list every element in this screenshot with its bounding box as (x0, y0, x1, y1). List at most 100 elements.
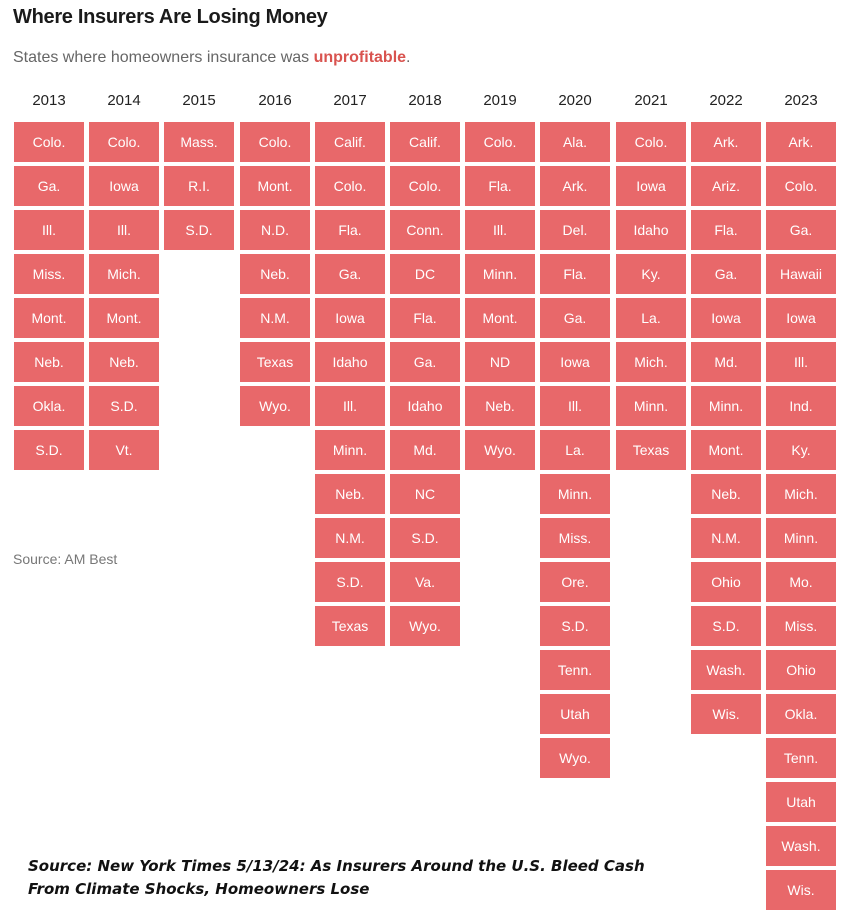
state-cell: Wyo. (540, 738, 610, 778)
state-cell: Miss. (14, 254, 84, 294)
year-label-2023: 2023 (784, 92, 818, 109)
state-cell: La. (540, 430, 610, 470)
state-cell: Texas (315, 606, 385, 646)
year-label-2018: 2018 (408, 92, 442, 109)
subtitle-prefix: States where homeowners insurance was (13, 49, 314, 66)
year-label-2019: 2019 (483, 92, 517, 109)
state-cell: Iowa (616, 166, 686, 206)
state-cell: S.D. (14, 430, 84, 470)
state-cell: Tenn. (540, 650, 610, 690)
state-cell: Colo. (465, 122, 535, 162)
state-cell: Ill. (766, 342, 836, 382)
state-cell: Calif. (315, 122, 385, 162)
state-cell: Mont. (465, 298, 535, 338)
state-cell: Iowa (766, 298, 836, 338)
state-cell: NC (390, 474, 460, 514)
state-cell: Ky. (766, 430, 836, 470)
state-cell: Mass. (164, 122, 234, 162)
state-cell: Iowa (691, 298, 761, 338)
state-cell: Mich. (766, 474, 836, 514)
state-cell: Iowa (540, 342, 610, 382)
state-cell: Colo. (390, 166, 460, 206)
state-cell: S.D. (315, 562, 385, 602)
state-cell: Ala. (540, 122, 610, 162)
state-cell: Minn. (766, 518, 836, 558)
year-label-2015: 2015 (182, 92, 216, 109)
state-cell: Texas (616, 430, 686, 470)
state-cell: ND (465, 342, 535, 382)
state-cell: Iowa (315, 298, 385, 338)
state-cell: Ohio (691, 562, 761, 602)
state-cell: Ga. (691, 254, 761, 294)
state-cell: Ga. (766, 210, 836, 250)
state-cell: Ore. (540, 562, 610, 602)
state-cell: Colo. (766, 166, 836, 206)
chart-title: Where Insurers Are Losing Money (13, 6, 328, 28)
state-cell: Fla. (540, 254, 610, 294)
state-cell: Colo. (89, 122, 159, 162)
state-cell: R.I. (164, 166, 234, 206)
state-cell: N.M. (240, 298, 310, 338)
state-cell: N.M. (315, 518, 385, 558)
state-cell: S.D. (390, 518, 460, 558)
state-cell: Fla. (390, 298, 460, 338)
state-cell: S.D. (89, 386, 159, 426)
state-cell: Wyo. (390, 606, 460, 646)
chart-subtitle: States where homeowners insurance was un… (13, 49, 410, 67)
state-cell: Texas (240, 342, 310, 382)
state-cell: Minn. (691, 386, 761, 426)
state-cell: Utah (766, 782, 836, 822)
year-label-2017: 2017 (333, 92, 367, 109)
state-cell: Ill. (89, 210, 159, 250)
state-cell: Mont. (691, 430, 761, 470)
state-cell: Mich. (89, 254, 159, 294)
year-label-2016: 2016 (258, 92, 292, 109)
state-cell: Ga. (390, 342, 460, 382)
state-cell: S.D. (691, 606, 761, 646)
state-cell: Wash. (691, 650, 761, 690)
state-cell: Idaho (616, 210, 686, 250)
state-cell: Neb. (465, 386, 535, 426)
state-cell: Mo. (766, 562, 836, 602)
state-cell: DC (390, 254, 460, 294)
state-cell: S.D. (540, 606, 610, 646)
state-cell: Mont. (14, 298, 84, 338)
state-cell: Ariz. (691, 166, 761, 206)
subtitle-highlight: unprofitable (313, 49, 407, 66)
state-cell: Neb. (14, 342, 84, 382)
state-cell: Ga. (540, 298, 610, 338)
state-cell: Fla. (315, 210, 385, 250)
state-cell: Miss. (766, 606, 836, 646)
state-cell: Ill. (315, 386, 385, 426)
state-cell: Neb. (89, 342, 159, 382)
state-cell: Conn. (390, 210, 460, 250)
state-cell: Idaho (390, 386, 460, 426)
state-cell: Wyo. (240, 386, 310, 426)
state-cell: Mont. (240, 166, 310, 206)
state-cell: Va. (390, 562, 460, 602)
state-cell: Tenn. (766, 738, 836, 778)
state-cell: Iowa (89, 166, 159, 206)
state-cell: Colo. (14, 122, 84, 162)
year-label-2014: 2014 (107, 92, 141, 109)
state-cell: Ark. (540, 166, 610, 206)
state-cell: Ark. (766, 122, 836, 162)
state-cell: Miss. (540, 518, 610, 558)
state-cell: Wis. (766, 870, 836, 910)
state-cell: Fla. (465, 166, 535, 206)
state-cell: Calif. (390, 122, 460, 162)
state-cell: Ky. (616, 254, 686, 294)
state-cell: Colo. (315, 166, 385, 206)
state-cell: Neb. (691, 474, 761, 514)
state-cell: Md. (691, 342, 761, 382)
state-cell: Colo. (616, 122, 686, 162)
state-cell: Del. (540, 210, 610, 250)
state-cell: Neb. (315, 474, 385, 514)
state-cell: Utah (540, 694, 610, 734)
state-cell: Ill. (540, 386, 610, 426)
year-label-2022: 2022 (709, 92, 743, 109)
state-cell: N.M. (691, 518, 761, 558)
state-cell: Ga. (14, 166, 84, 206)
state-cell: Ill. (14, 210, 84, 250)
